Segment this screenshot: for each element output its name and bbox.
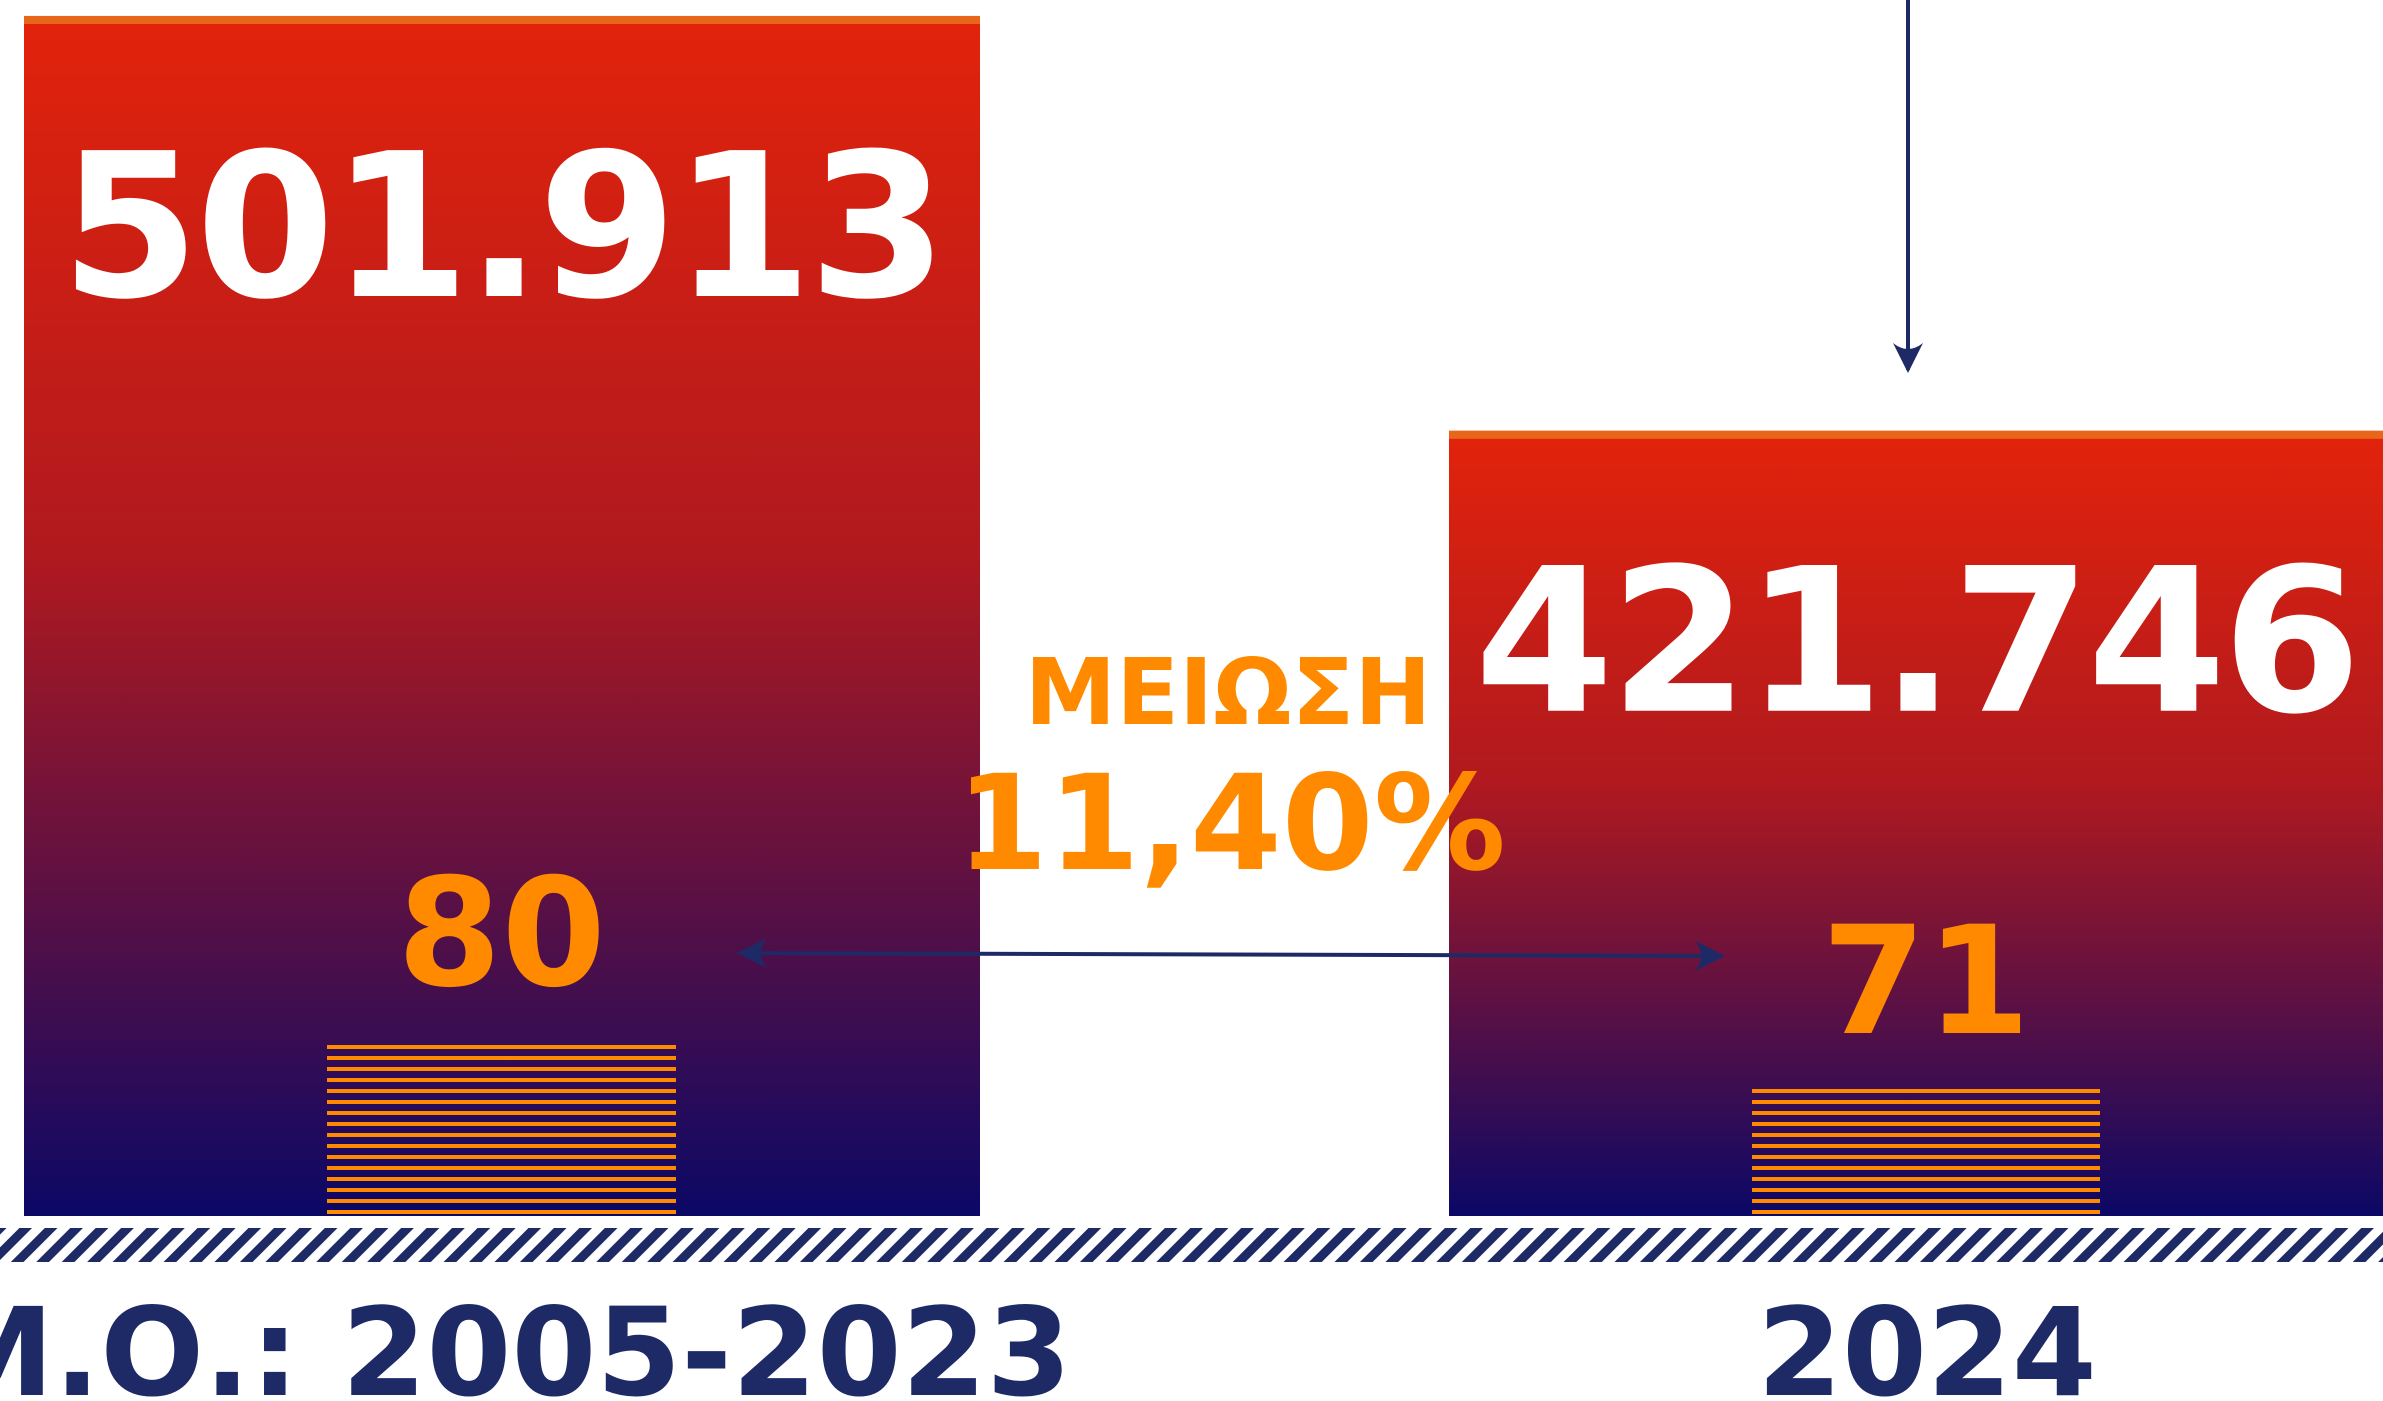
bar [24,15,980,1216]
annotation-label: ΜΕΙΩΣΗ [1025,639,1432,746]
stack-line [1752,1089,2100,1093]
baseline-hatch [0,1228,2383,1262]
value-label: 501.913 [61,111,944,344]
stack-line [1752,1166,2100,1170]
stack-line [1752,1177,2100,1181]
inner-value-label: 80 [397,847,606,1021]
stack-line [327,1067,676,1071]
stack-line [1752,1122,2100,1126]
bar [1449,430,2383,1216]
inner-value-label: 71 [1822,895,2031,1069]
stack-line [327,1056,676,1060]
stack-line [327,1133,676,1137]
stack-line [327,1188,676,1192]
stack-line [1752,1100,2100,1104]
compare-arrow [737,938,1725,971]
stack-line [327,1089,676,1093]
stack-line [327,1199,676,1203]
category-label: 2024 [1757,1282,2097,1401]
stack-line [1752,1210,2100,1214]
category-label: Μ.Ο.: 2005-2023 [0,1282,1071,1401]
stack-line [327,1166,676,1170]
annotation-percent: 11,40% [956,747,1506,901]
stack-line [327,1144,676,1148]
stack-line [1752,1188,2100,1192]
stack-line [327,1122,676,1126]
stack-line [327,1045,676,1049]
stack-line [327,1210,676,1214]
line-stack [327,1045,676,1214]
bars [24,15,2383,1216]
stack-line [1752,1144,2100,1148]
stack-line [327,1100,676,1104]
stack-line [1752,1111,2100,1115]
stack-line [1752,1155,2100,1159]
bar-top-edge [24,15,980,24]
stack-line [1752,1133,2100,1137]
stack-line [327,1155,676,1159]
bar-top-edge [1449,430,2383,439]
stack-line [327,1111,676,1115]
stack-line [327,1177,676,1181]
stack-line [1752,1199,2100,1203]
value-label: 421.746 [1475,526,2358,759]
stack-line [327,1078,676,1082]
line-stack [1752,1089,2100,1214]
